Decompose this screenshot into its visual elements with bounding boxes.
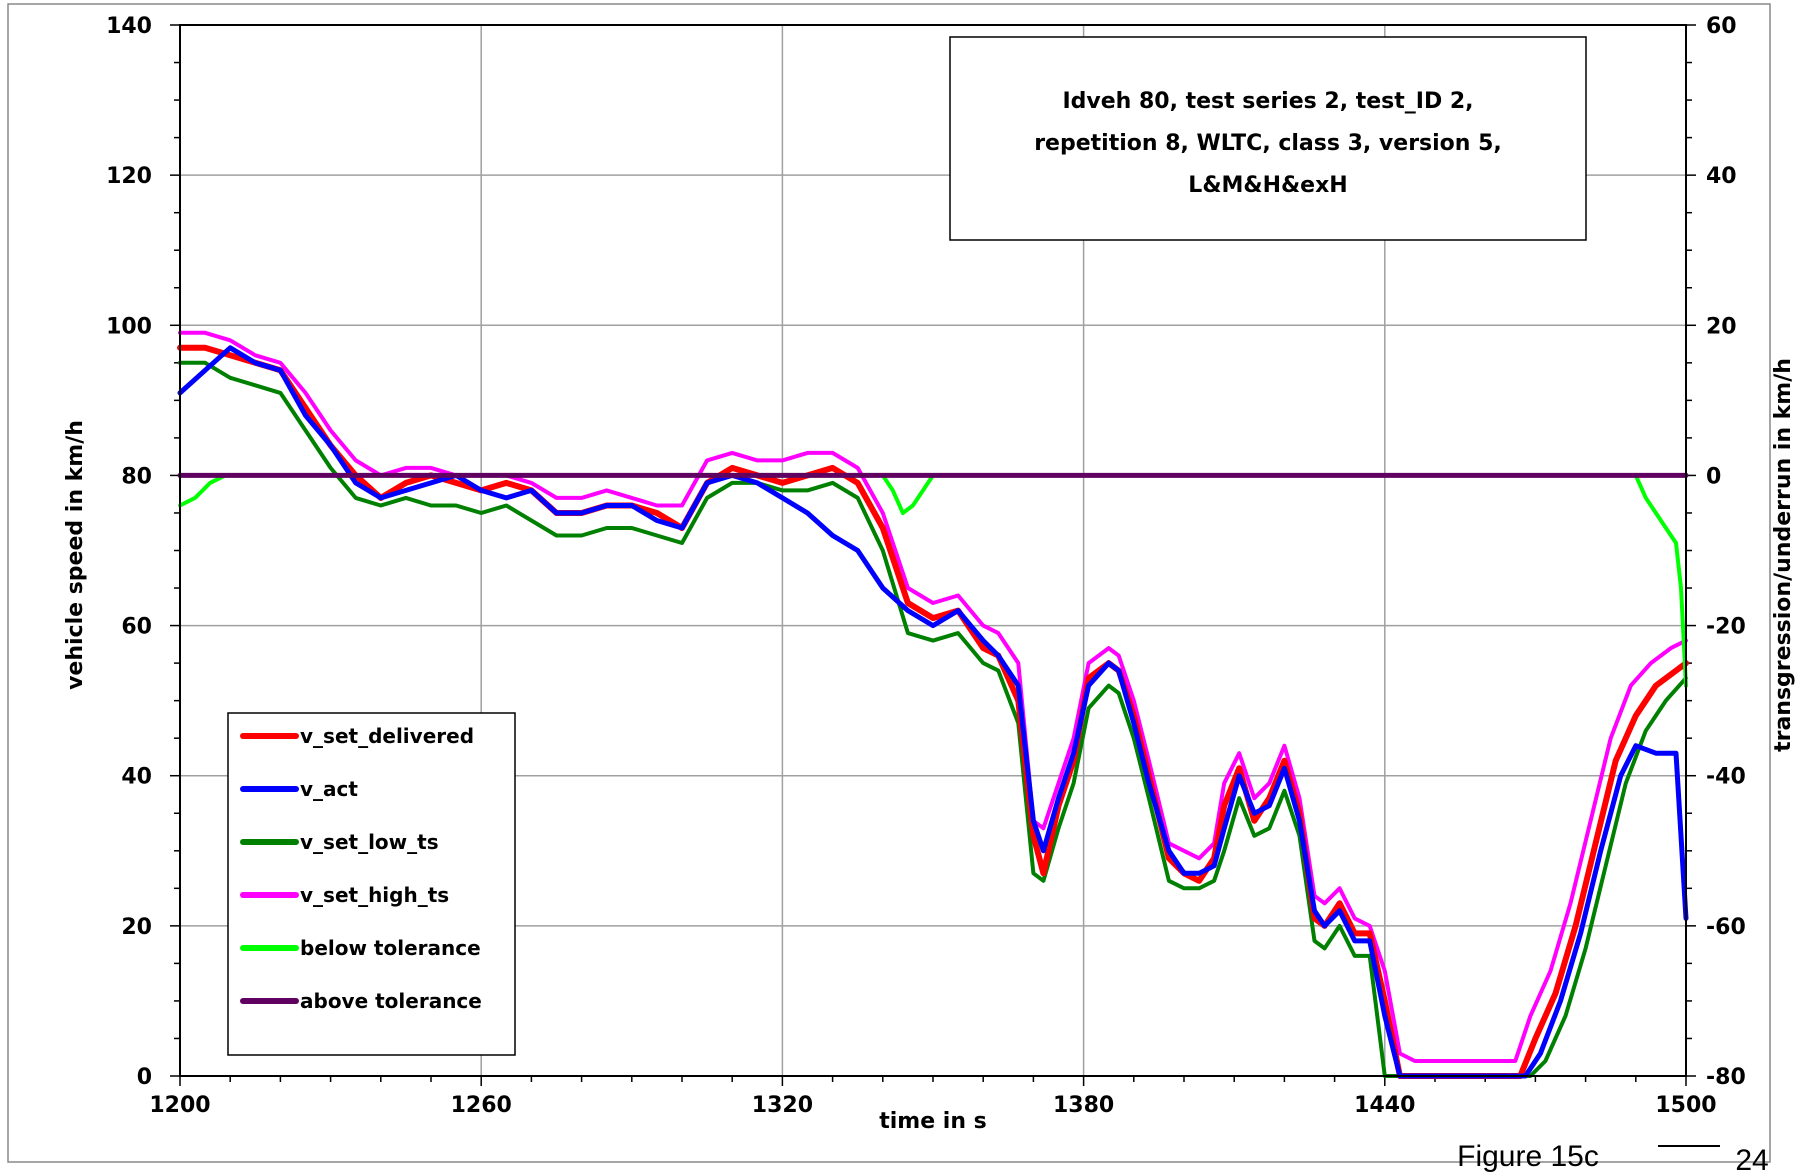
y-tick-label: 80 (121, 464, 152, 489)
x-axis-title: time in s (879, 1109, 987, 1134)
figure-label: Figure 15c (1457, 1140, 1599, 1173)
y2-axis-title: transgression/underrun in km/h (1771, 358, 1796, 752)
legend-label-above-tolerance: above tolerance (300, 989, 482, 1013)
y2-tick-label: -80 (1706, 1065, 1746, 1090)
legend-label-v-act: v_act (300, 777, 358, 801)
y-tick-label: 140 (106, 14, 152, 39)
legend-label-below-tolerance: below tolerance (300, 936, 481, 960)
y2-tick-label: -60 (1706, 915, 1746, 940)
y-tick-label: 0 (137, 1065, 152, 1090)
y2-tick-label: -20 (1706, 615, 1746, 640)
title-box-border (949, 36, 1587, 241)
x-tick-label: 1260 (451, 1093, 512, 1118)
legend-label-v-set-delivered: v_set_delivered (300, 724, 474, 748)
y2-tick-label: 0 (1706, 464, 1721, 489)
y2-tick-label: 20 (1706, 314, 1737, 339)
y2-tick-label: -40 (1706, 765, 1746, 790)
y-axis-title: vehicle speed in km/h (63, 420, 88, 690)
y-tick-label: 20 (121, 915, 152, 940)
title-line-2: repetition 8, WLTC, class 3, version 5, (1034, 131, 1502, 156)
y-tick-label: 120 (106, 164, 152, 189)
title-line-1: Idveh 80, test series 2, test_ID 2, (1062, 89, 1473, 114)
x-tick-label: 1320 (752, 1093, 813, 1118)
y-tick-label: 100 (106, 314, 152, 339)
y-tick-label: 60 (121, 615, 152, 640)
footer: Figure 15c 24 (1457, 1140, 1769, 1173)
page-number: 24 (1735, 1144, 1768, 1173)
y-tick-label: 40 (121, 765, 152, 790)
x-tick-label: 1440 (1354, 1093, 1415, 1118)
x-tick-label: 1500 (1655, 1093, 1716, 1118)
legend-label-v-set-high-ts: v_set_high_ts (300, 883, 449, 907)
tick-labels: 1200 1260 1320 1380 1440 1500 0 20 40 60 80 100 120 1… (106, 14, 1746, 1118)
x-tick-label: 1200 (149, 1093, 210, 1118)
y2-tick-label: 40 (1706, 164, 1737, 189)
plot-area (179, 24, 1687, 1077)
title-box: Idveh 80, test series 2, test_ID 2, repe… (949, 36, 1587, 241)
legend: v_set_delivered v_act v_set_low_ts v_set_hi… (227, 712, 516, 1056)
title-line-3: L&M&H&exH (1188, 173, 1347, 198)
y2-tick-label: 60 (1706, 14, 1737, 39)
legend-label-v-set-low-ts: v_set_low_ts (300, 830, 439, 854)
x-tick-label: 1380 (1053, 1093, 1114, 1118)
